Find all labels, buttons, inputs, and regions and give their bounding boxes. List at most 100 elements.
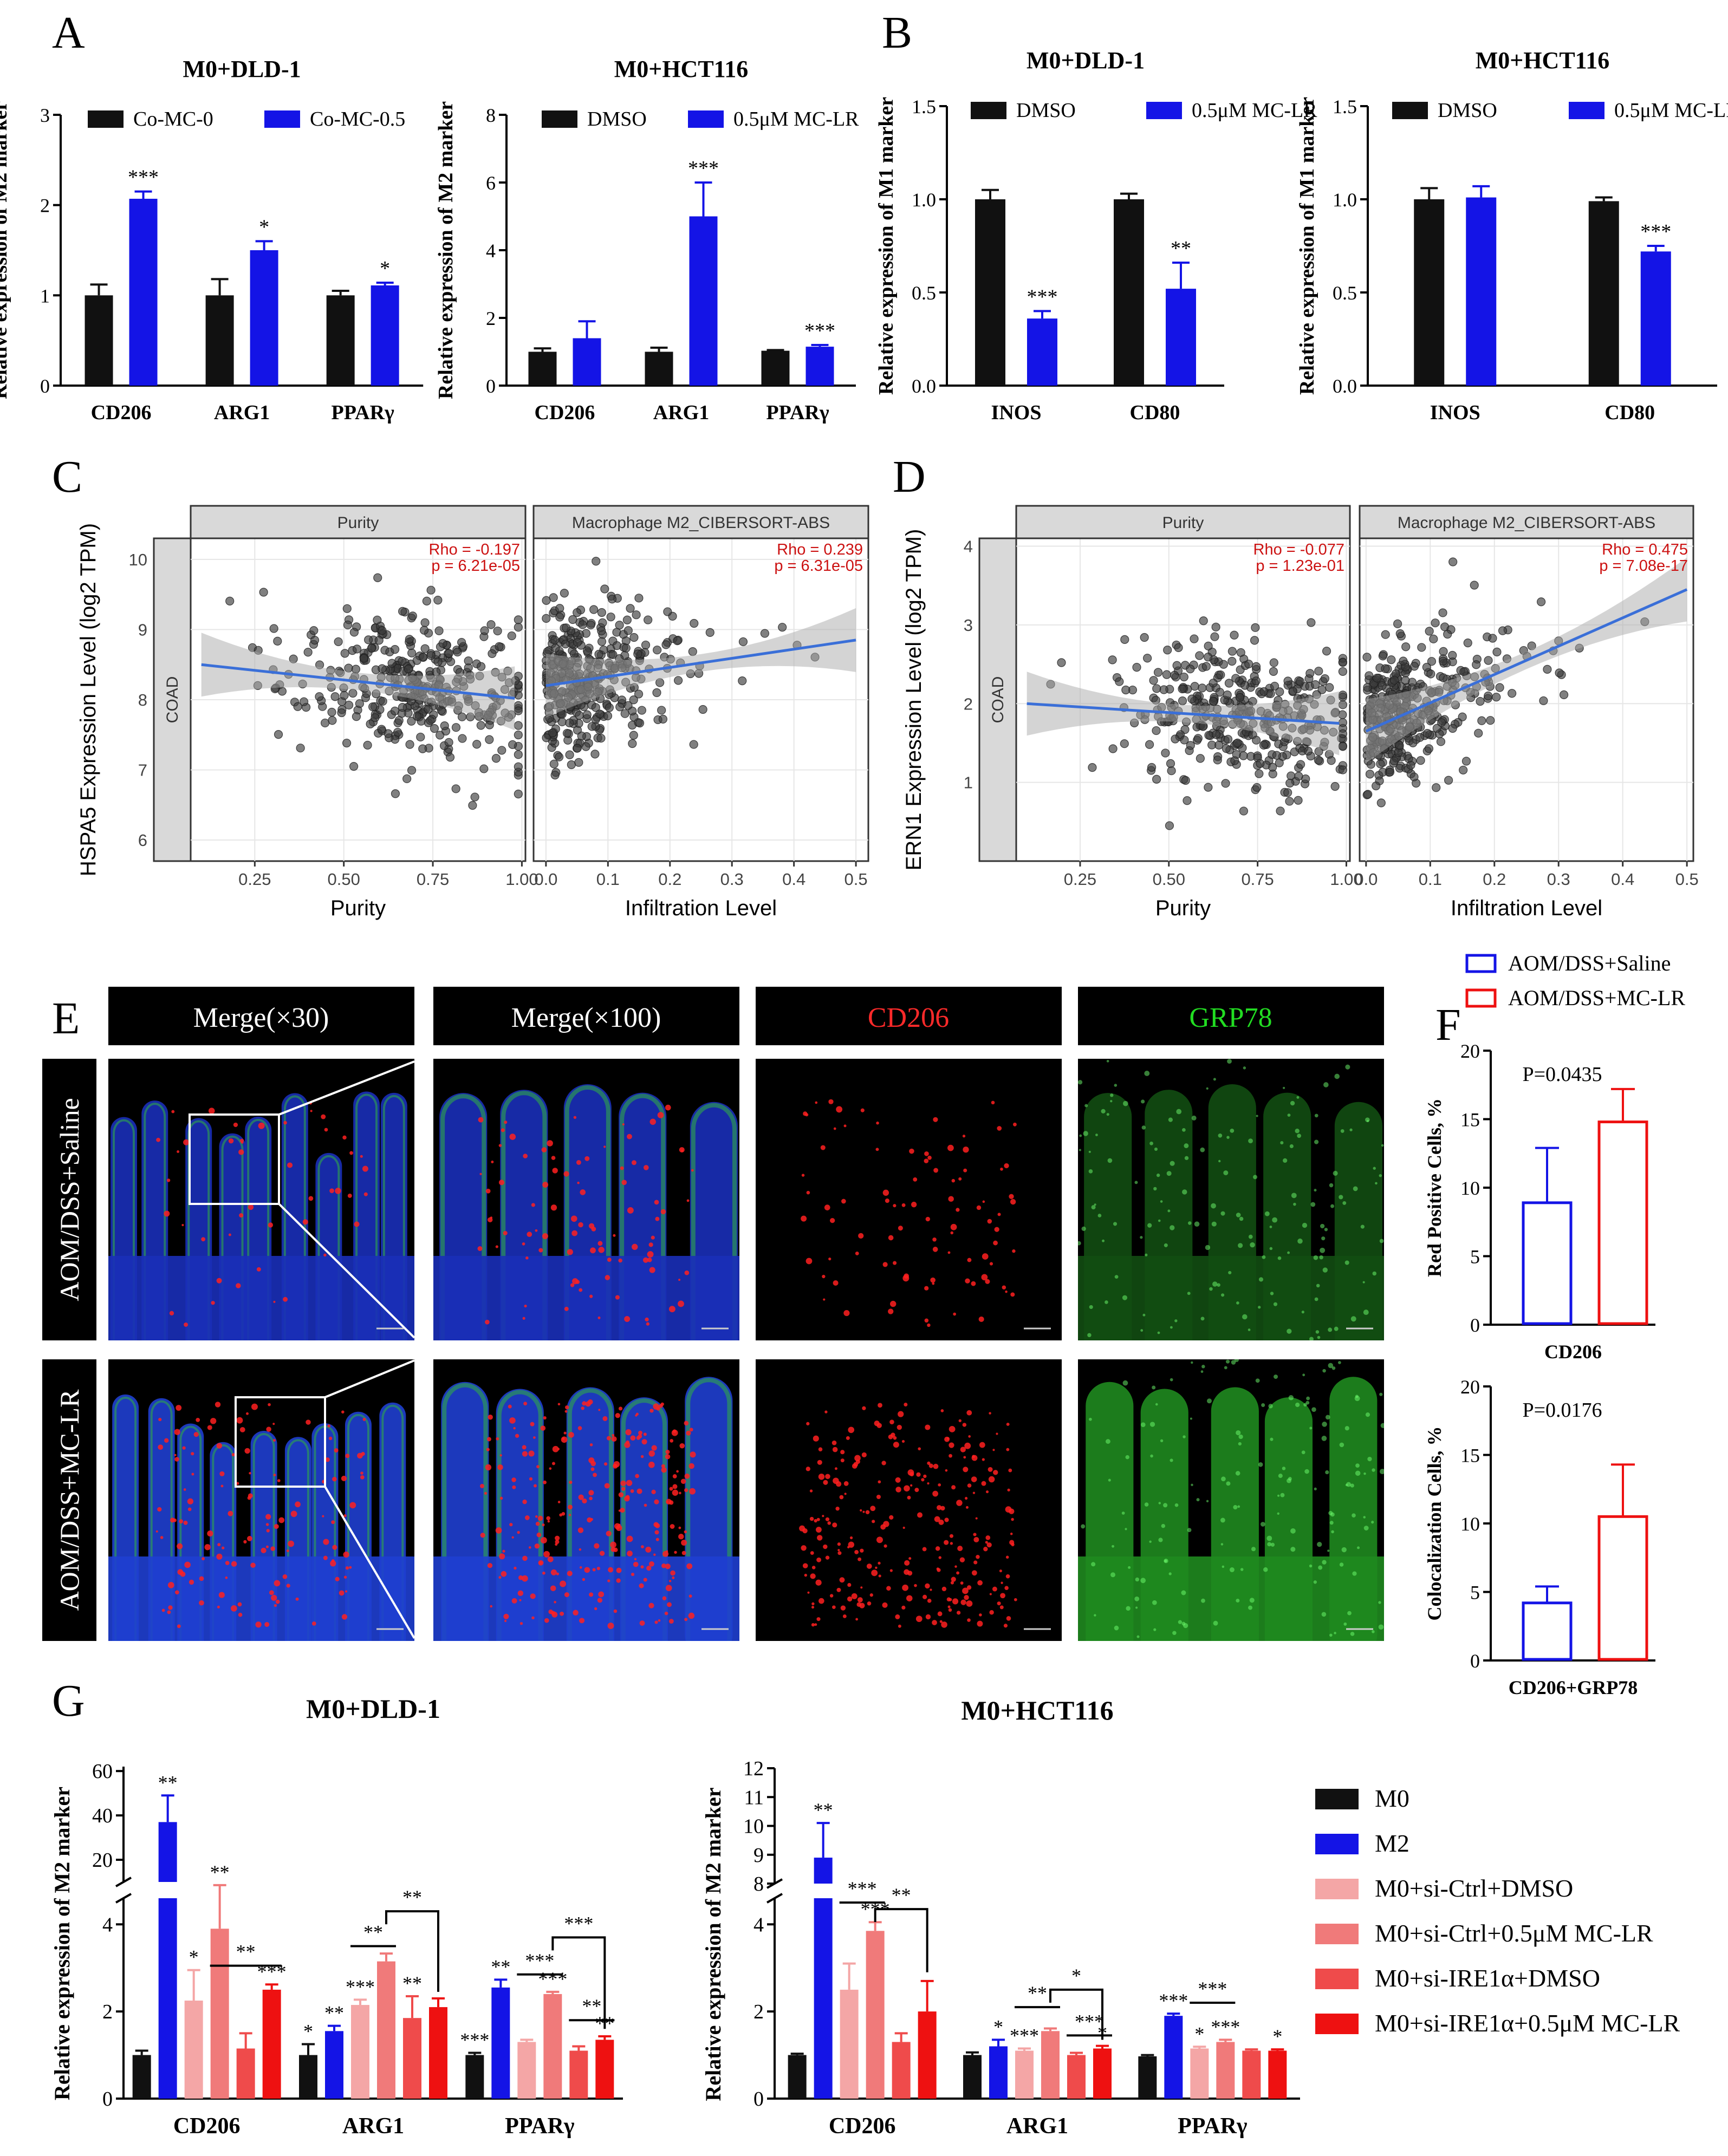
cd206-punctum <box>202 1557 205 1561</box>
scatter-point <box>644 615 653 624</box>
cd206-punctum <box>604 1483 610 1489</box>
scatter-point <box>1186 665 1195 674</box>
cd206-punctum <box>847 1582 852 1587</box>
cd206-punctum <box>654 1620 658 1624</box>
cd206-punctum <box>895 1614 900 1619</box>
grp78-punctum <box>1155 1403 1158 1406</box>
cd206-punctum <box>196 1417 200 1422</box>
cd206-punctum <box>269 1590 274 1595</box>
scatter-point <box>1223 734 1233 744</box>
cd206-punctum <box>557 1501 561 1503</box>
g-legend-label-ire-dmso: M0+si-IRE1α+DMSO <box>1375 1964 1600 1992</box>
scatter-point <box>1204 783 1213 792</box>
scatter-point <box>426 651 436 660</box>
grp78-punctum <box>1274 1375 1278 1379</box>
cd206-punctum <box>540 1537 547 1544</box>
micrograph-tile <box>1078 1359 1384 1641</box>
cd206-punctum <box>216 1553 223 1560</box>
facet-strip <box>190 505 527 539</box>
cd206-punctum <box>925 1614 931 1620</box>
cd206-punctum <box>518 1575 523 1580</box>
grp78-punctum <box>1343 1622 1347 1626</box>
cd206-punctum <box>589 1294 593 1298</box>
cd206-punctum <box>616 1578 621 1583</box>
cd206-punctum <box>184 1323 189 1327</box>
grp78-punctum <box>1236 1213 1241 1217</box>
grp78-punctum <box>1283 1086 1285 1089</box>
cd206-punctum <box>807 1591 810 1594</box>
cd206-punctum <box>987 1219 992 1224</box>
scatter-point <box>600 584 609 594</box>
tissue-base <box>433 1256 739 1340</box>
scatter-point <box>493 626 502 636</box>
cd206-punctum <box>967 1258 972 1262</box>
cd206-punctum <box>827 1521 831 1525</box>
chart-title: M0+DLD-1 <box>306 1693 440 1724</box>
grp78-punctum <box>1251 1547 1256 1552</box>
cd206-punctum <box>973 1536 979 1542</box>
cd206-punctum <box>949 1425 956 1432</box>
scatter-point <box>1170 670 1179 680</box>
cd206-punctum <box>264 1621 270 1627</box>
scatter-point <box>688 647 697 656</box>
grp78-punctum <box>1147 1223 1152 1228</box>
grp78-punctum <box>1223 1170 1229 1176</box>
cd206-punctum <box>345 1566 349 1570</box>
scatter-point <box>673 636 682 646</box>
grp78-punctum <box>1344 1426 1349 1431</box>
cd206-punctum <box>536 1532 542 1538</box>
cd206-punctum <box>1005 1555 1009 1559</box>
bar <box>1041 2031 1060 2099</box>
cd206-punctum <box>689 1488 696 1495</box>
e-row-header-bg-2 <box>42 1359 96 1641</box>
scatter-point <box>1165 821 1174 830</box>
cd206-punctum <box>522 1499 527 1504</box>
scatter-point <box>1266 689 1275 698</box>
y-tick-label: 15 <box>1460 1109 1480 1131</box>
grp78-punctum <box>1248 1234 1253 1239</box>
cd206-punctum <box>997 1126 1002 1131</box>
cd206-punctum <box>564 1306 569 1311</box>
e-col-header-cd206: CD206 <box>868 1002 949 1033</box>
scatter-point <box>1140 633 1149 642</box>
scatter-point <box>440 721 449 731</box>
cd206-punctum <box>615 1295 620 1300</box>
scatter-point <box>364 635 373 644</box>
bar <box>205 295 234 386</box>
scatter-point <box>1108 744 1118 753</box>
cd206-punctum <box>286 1549 289 1552</box>
grp78-punctum <box>1091 1562 1096 1567</box>
cd206-punctum <box>1003 1624 1008 1628</box>
x-tick-label: 0.5 <box>1675 870 1699 889</box>
cd206-punctum <box>973 1533 977 1536</box>
cd206-punctum <box>986 1542 992 1548</box>
cd206-punctum <box>806 1422 810 1425</box>
epithelium-edge <box>283 1095 306 1340</box>
grp78-punctum <box>1166 1171 1172 1176</box>
scatter-point <box>1244 659 1253 669</box>
cd206-punctum <box>690 1451 696 1458</box>
row-strip <box>153 537 192 862</box>
scatter-point <box>1239 806 1249 816</box>
comparison-sig: * <box>1071 1965 1081 1986</box>
cd206-punctum <box>633 1561 639 1567</box>
cd206-punctum <box>501 1128 505 1132</box>
grp78-punctum <box>1372 1630 1375 1633</box>
grp78-punctum <box>1334 1632 1336 1634</box>
grp78-punctum <box>1287 1328 1292 1334</box>
grp78-punctum <box>1347 1611 1352 1616</box>
x-category-label: CD206 <box>91 401 152 424</box>
cd206-punctum <box>960 1599 966 1605</box>
legend-swatch <box>1392 102 1428 119</box>
scatter-point <box>1378 652 1387 661</box>
scatter-point <box>1422 729 1432 738</box>
cd206-punctum <box>552 1168 558 1174</box>
scatter-point <box>378 664 387 673</box>
grp78-punctum <box>1379 1469 1384 1475</box>
grp78-punctum <box>1134 1596 1140 1601</box>
cd206-punctum <box>901 1439 905 1443</box>
grp78-punctum <box>1280 1493 1285 1497</box>
cd206-punctum <box>866 1564 872 1569</box>
cd206-punctum <box>597 1316 601 1319</box>
bar <box>1216 2042 1235 2099</box>
